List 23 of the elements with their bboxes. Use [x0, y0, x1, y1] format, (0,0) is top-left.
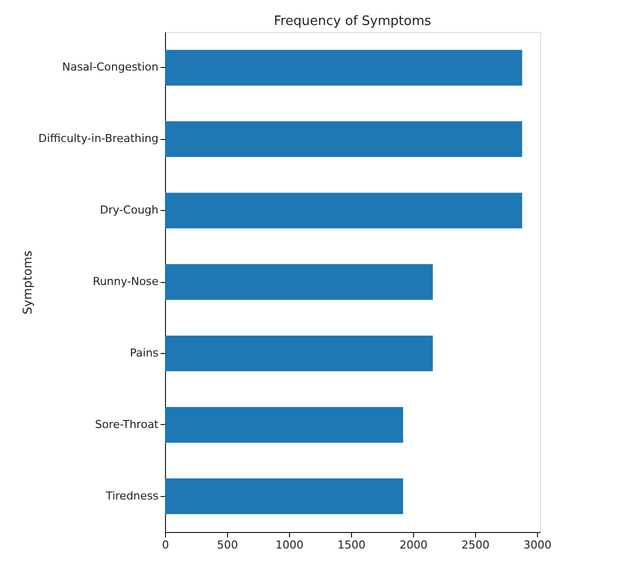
bar — [165, 121, 522, 157]
y-tick-label: Sore-Throat — [95, 418, 160, 431]
y-tick-label: Runny-Nose — [92, 275, 159, 288]
bar — [165, 478, 404, 514]
x-tick-label: 3000 — [524, 538, 552, 552]
x-tick-label: 2000 — [400, 538, 428, 552]
bar — [165, 192, 522, 228]
y-tick-label: Dry-Cough — [100, 204, 159, 217]
bar — [165, 264, 433, 300]
x-tick-label: 2500 — [462, 538, 490, 552]
y-tick-label: Tiredness — [104, 489, 159, 502]
y-tick-label: Pains — [130, 346, 159, 360]
x-tick-label: 500 — [217, 538, 238, 552]
bar — [165, 50, 522, 86]
y-axis-title: Symptoms — [20, 250, 34, 315]
x-tick-label: 0 — [162, 538, 169, 552]
bar — [165, 407, 404, 443]
x-tick-label: 1500 — [338, 538, 366, 552]
y-tick-label: Nasal-Congestion — [62, 60, 159, 74]
x-tick-label: 1000 — [276, 538, 304, 552]
bar — [165, 336, 433, 372]
chart-title: Frequency of Symptoms — [274, 14, 432, 29]
y-tick-label: Difficulty-in-Breathing — [38, 132, 158, 146]
